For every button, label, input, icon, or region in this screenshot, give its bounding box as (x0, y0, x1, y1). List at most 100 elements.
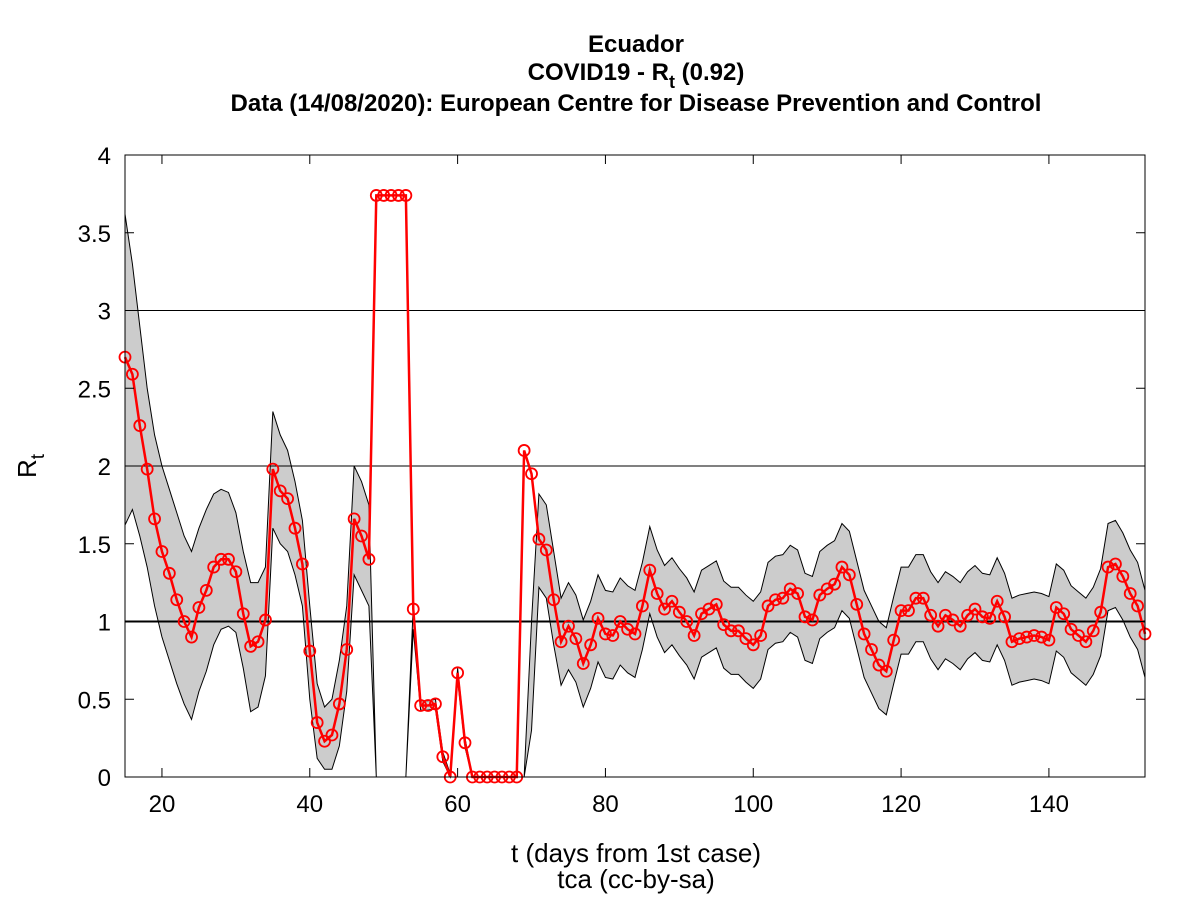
rt-point (1042, 633, 1056, 647)
rt-point (1072, 629, 1085, 642)
rt-point (273, 484, 287, 498)
rt-point (650, 587, 664, 600)
rt-point (835, 560, 849, 574)
rt-point (547, 593, 561, 607)
rt-point (791, 587, 805, 600)
rt-point (1131, 599, 1145, 613)
rt-point (599, 627, 612, 641)
rt-point (635, 599, 649, 613)
rt-point (628, 627, 642, 641)
rt-point (421, 699, 435, 712)
rt-point (842, 568, 856, 582)
rt-point (975, 610, 989, 624)
rt-point (222, 552, 235, 566)
y-tick-label: 0 (98, 765, 111, 792)
rt-point (148, 512, 161, 526)
x-tick-label: 140 (1029, 791, 1069, 818)
rt-point (717, 618, 731, 632)
rt-point (429, 697, 442, 711)
rt-point (746, 638, 760, 652)
rt-point (643, 563, 657, 577)
rt-point (140, 462, 154, 476)
rt-point (155, 545, 169, 558)
subtitle-suffix: (0.92) (675, 59, 744, 86)
y-tick-label: 2.5 (78, 376, 111, 403)
x-tick-label: 80 (592, 791, 619, 818)
rt-point (362, 552, 376, 566)
rt-point (1079, 635, 1093, 649)
rt-point (281, 492, 295, 506)
rt-point (1123, 587, 1137, 600)
y-tick-label: 1 (98, 610, 111, 637)
rt-point (1020, 630, 1034, 644)
rt-point (687, 629, 701, 642)
note: tca (cc-by-sa) (557, 864, 714, 894)
y-tick-label: 1.5 (78, 532, 111, 559)
y-tick-label: 4 (98, 143, 111, 170)
rt-point (879, 664, 893, 678)
x-tick-label: 120 (881, 791, 921, 818)
y-tick-label: 2 (98, 454, 111, 481)
x-tick-label: 20 (149, 791, 176, 818)
rt-point (680, 615, 694, 628)
rt-point (990, 594, 1004, 608)
rt-point (332, 697, 346, 711)
rt-point (828, 577, 841, 591)
rt-point (569, 632, 583, 646)
rt-point (451, 666, 465, 680)
rt-point (850, 597, 864, 611)
rt-point (613, 615, 627, 628)
rt-point (347, 512, 361, 526)
rt-point (776, 591, 790, 605)
rt-point (1035, 630, 1048, 644)
rt-point (754, 629, 768, 642)
rt-point (739, 632, 753, 646)
rt-point (924, 608, 938, 622)
rt-line (123, 194, 1147, 779)
rt-point (532, 532, 546, 546)
rt-point (384, 189, 398, 202)
rt-point (724, 624, 738, 638)
ylabel-sub: t (28, 453, 49, 459)
rt-point (554, 635, 568, 649)
rt-point (872, 658, 886, 672)
rt-point (1086, 624, 1100, 638)
rt-point (591, 611, 605, 625)
rt-point (761, 599, 775, 613)
rt-point (318, 734, 331, 748)
rt-point (288, 521, 302, 535)
rt-point (177, 615, 191, 628)
chart-subtitle: COVID19 - Rt (0.92) (528, 59, 745, 92)
subtitle-prefix: COVID19 - R (528, 59, 669, 86)
rt-point (192, 601, 206, 614)
rt-point (414, 699, 428, 712)
rt-point (887, 633, 901, 647)
rt-point (251, 635, 265, 649)
rt-point (998, 610, 1011, 624)
rt-point (266, 462, 280, 476)
rt-point (946, 613, 960, 627)
rt-point (1027, 629, 1041, 642)
rt-point (909, 591, 923, 605)
rt-point (902, 604, 915, 618)
rt-point (1094, 605, 1108, 619)
rt-point (259, 613, 272, 627)
y-tick-label: 3.5 (78, 221, 111, 248)
rt-point (709, 597, 723, 611)
rt-point (562, 619, 575, 633)
subtitle-sub: t (669, 72, 675, 92)
rt-point (325, 728, 339, 742)
y-axis-label: Rt (12, 453, 49, 478)
rt-point (517, 444, 531, 457)
rt-point (392, 189, 405, 202)
rt-point (436, 750, 450, 764)
rt-point (658, 602, 671, 616)
rt-point (1109, 557, 1122, 571)
rt-point (857, 627, 871, 641)
y-tick-label: 3 (98, 299, 111, 326)
rt-point (295, 557, 309, 571)
rt-point (1005, 635, 1019, 649)
rt-point (1012, 632, 1026, 646)
rt-point (805, 613, 819, 627)
